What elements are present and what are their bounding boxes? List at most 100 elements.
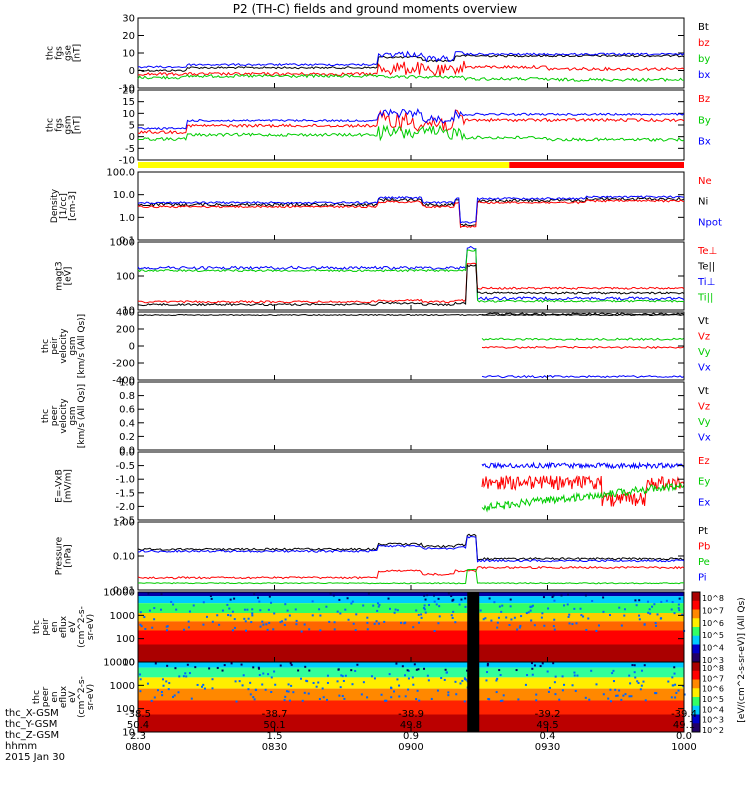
spectrogram-cell — [400, 621, 403, 624]
spectrogram-cell — [681, 613, 684, 616]
spectrogram-cell — [290, 663, 293, 666]
spectrogram-cell — [614, 688, 617, 691]
spectrogram-cell — [233, 597, 236, 600]
spectrogram-cell — [437, 622, 440, 625]
legend-Pb: Pb — [698, 542, 710, 553]
spectrogram-cell — [463, 700, 466, 703]
spectrogram-cell — [240, 663, 243, 666]
series-Vz — [481, 345, 685, 349]
y-tick-label: -2.5 — [115, 516, 135, 527]
spectrogram-cell — [205, 615, 208, 618]
y-axis-label: Density — [50, 188, 60, 223]
panel-pressure: 1.00 0.10 0.01 Pressure [nPa] Pt Pb Pe Pi — [55, 518, 711, 597]
spectrogram-cell — [376, 609, 379, 612]
spectrogram-cell — [398, 695, 401, 698]
panel-frame — [137, 171, 685, 241]
spectrogram-cell — [380, 693, 383, 696]
spectrogram-cell — [407, 688, 410, 691]
spectrogram-cell — [266, 628, 269, 631]
spectrogram-cell — [671, 601, 674, 604]
y-tick-label: 400 — [116, 308, 135, 319]
y-tick-label: 0.6 — [119, 405, 135, 416]
spectrogram-cell — [644, 699, 647, 702]
spectrogram-cell — [208, 667, 211, 670]
spectrogram-cell — [373, 677, 376, 680]
x-axis-value: -38.5 — [125, 709, 151, 720]
spectrogram-cell — [454, 680, 457, 683]
spectrogram-cell — [428, 603, 431, 606]
spectrogram-cell — [674, 696, 677, 699]
spectrogram-cell — [567, 593, 570, 596]
colorbar-tick: 10^4 — [702, 705, 724, 714]
spectrogram-cell — [541, 612, 544, 615]
spectrogram-cell — [554, 675, 557, 678]
colorbar-label: [eV/(cm^2-s-sr-eV)] (All Qs) — [737, 597, 747, 722]
spectrogram-cell — [270, 690, 273, 693]
panel-density: 100.0 10.0 1.0 0.1 Density [1/cc] [cm-3] Ne Ni Np… — [50, 168, 722, 247]
spectrogram-cell — [647, 611, 650, 614]
spectrogram-cell — [447, 592, 450, 595]
spectrogram-cell — [654, 692, 657, 695]
spectrogram-cell — [244, 620, 247, 623]
spectrogram-cell — [162, 684, 165, 687]
y-axis-label: Pressure — [55, 536, 65, 575]
spectrogram-cell — [285, 690, 288, 693]
spectrogram-cell — [438, 615, 441, 618]
spectrogram-cell — [482, 618, 485, 621]
x-axis-value: 0.0 — [676, 731, 692, 742]
y-tick-label: -200 — [112, 359, 135, 370]
spectrogram-cell — [268, 621, 271, 624]
spectrogram-cell — [430, 697, 433, 700]
spectrogram-cell — [526, 674, 529, 677]
panel-peir_velocity: 400 200 0 -200 -400 thc peir velocity gsm [km/s (… — [41, 308, 711, 387]
spectrogram-cell — [423, 608, 426, 611]
date-label: 2015 Jan 30 — [5, 752, 65, 763]
spectrogram-cell — [426, 594, 429, 597]
spectrogram-cell — [295, 619, 298, 622]
series-Pt — [137, 533, 685, 561]
spectrogram-cell — [211, 620, 214, 623]
spectrogram-cell — [585, 628, 588, 631]
series-by — [137, 73, 685, 83]
spectrogram-cell — [362, 681, 365, 684]
panel-peer_eflux: 10000 1000 100 10 thc peer en eflux eV (cm^2-s-sr… — [32, 658, 686, 739]
y-axis-label: thc — [32, 620, 42, 634]
spectrogram-cell — [450, 595, 453, 598]
spectrogram-cell — [640, 669, 643, 672]
spectrogram-cell — [303, 623, 306, 626]
series-Ex — [481, 461, 685, 470]
spectrogram-cell — [539, 665, 542, 668]
y-axis-label: (cm^2-s- — [77, 676, 87, 718]
x-axis-value: 50.1 — [263, 720, 285, 731]
legend-Ti||: Ti|| — [697, 293, 713, 304]
spectrogram-cell — [139, 678, 142, 681]
spectrogram-cell — [571, 623, 574, 626]
spectrogram-cell — [343, 697, 346, 700]
spectrogram-cell — [288, 614, 291, 617]
spectrogram-cell — [233, 618, 236, 621]
spectrogram-cell — [490, 619, 493, 622]
spectrogram-cell — [525, 612, 528, 615]
data-gap — [467, 592, 480, 662]
legend-Ez: Ez — [698, 456, 710, 467]
spectrogram-cell — [518, 626, 521, 629]
spectrogram-cell — [566, 603, 569, 606]
spectrogram-cell — [682, 685, 685, 688]
legend-Vy: Vy — [698, 347, 711, 358]
spectrogram-cell — [378, 603, 381, 606]
panel-temperature: 1000 100 10 magt3 [eV] Te⊥ Te|| Ti⊥ Ti|| — [55, 238, 718, 317]
legend-Te⊥: Te⊥ — [697, 246, 717, 257]
spectrogram-cell — [172, 603, 175, 606]
spectrogram-cell — [540, 616, 543, 619]
spectrogram-cell — [630, 695, 633, 698]
spectrogram-cell — [584, 696, 587, 699]
spectrogram-cell — [338, 694, 341, 697]
spectrogram-cell — [160, 608, 163, 611]
spectrogram-cell — [451, 616, 454, 619]
spectrogram-cell — [376, 602, 379, 605]
y-tick-label: 0.01 — [113, 586, 135, 597]
spectrogram-cell — [229, 598, 232, 601]
spectrogram-cell — [185, 675, 188, 678]
spectrogram-cell — [499, 674, 502, 677]
spectrogram-cell — [325, 698, 328, 701]
